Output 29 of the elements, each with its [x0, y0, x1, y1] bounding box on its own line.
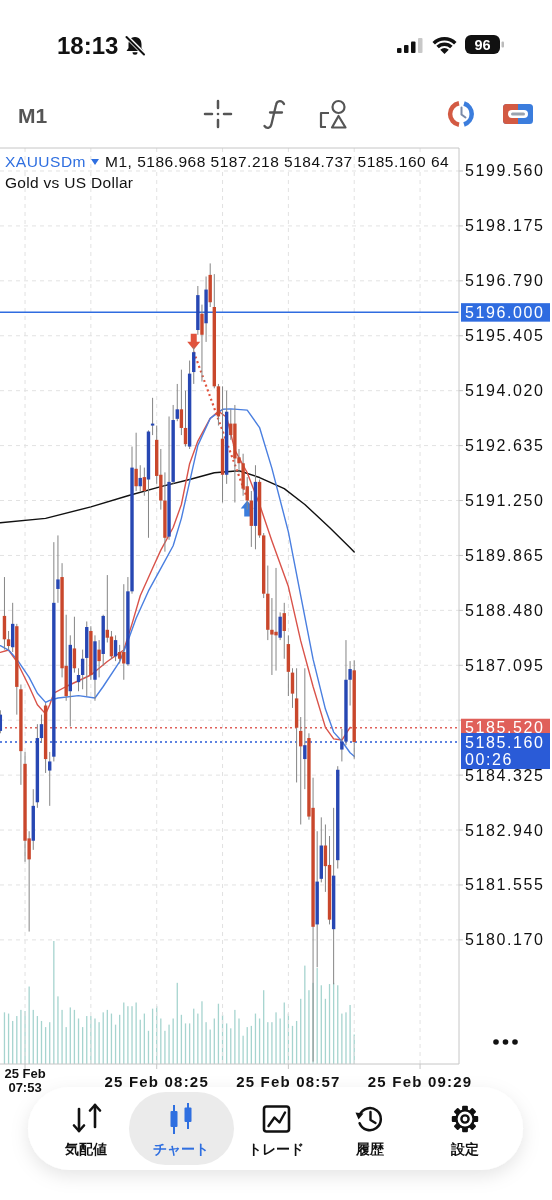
y-tick-label: 5195.405 [465, 327, 545, 345]
ref-line-label: 5196.000 [465, 303, 545, 321]
x-tick-label: 25 Feb 09:29 [367, 1073, 473, 1090]
y-tick-label: 5194.020 [465, 382, 545, 400]
y-tick-label: 5188.480 [465, 601, 545, 619]
y-tick-label: 5182.940 [465, 821, 545, 839]
text: Gold vs US Dollar [5, 174, 134, 191]
y-tick-label: 5199.560 [465, 162, 545, 180]
y-tick-label: 5187.095 [465, 656, 545, 674]
y-tick-label: 5196.790 [465, 272, 545, 290]
x-tick-label: 25 Feb 08:25 [104, 1073, 209, 1090]
y-tick-label: 5191.250 [465, 492, 545, 510]
chart-title: XAUUSDm M1, 5186.968 5187.218 5184.737 5185.160 64 [5, 153, 450, 170]
text: 履歴 [355, 1141, 385, 1157]
text: トレード [248, 1141, 304, 1157]
y-tick-label: 5180.170 [465, 931, 545, 949]
text: 設定 [450, 1141, 479, 1157]
y-tick-label: 5198.175 [465, 217, 545, 235]
y-tick-label: 5189.865 [465, 546, 545, 564]
text: 気配値 [64, 1141, 107, 1157]
y-tick-label: 5181.555 [465, 876, 545, 894]
x-tick-label: 25 Feb 07:53 [4, 1066, 46, 1095]
text: M1 [18, 104, 48, 127]
text: チャート [153, 1141, 209, 1157]
y-tick-label: 5192.635 [465, 437, 545, 455]
text: 18:13 [57, 32, 119, 59]
y-tick-label: 5184.325 [465, 766, 545, 784]
x-tick-label: 25 Feb 08:57 [236, 1073, 341, 1090]
text: 96 [474, 37, 491, 53]
